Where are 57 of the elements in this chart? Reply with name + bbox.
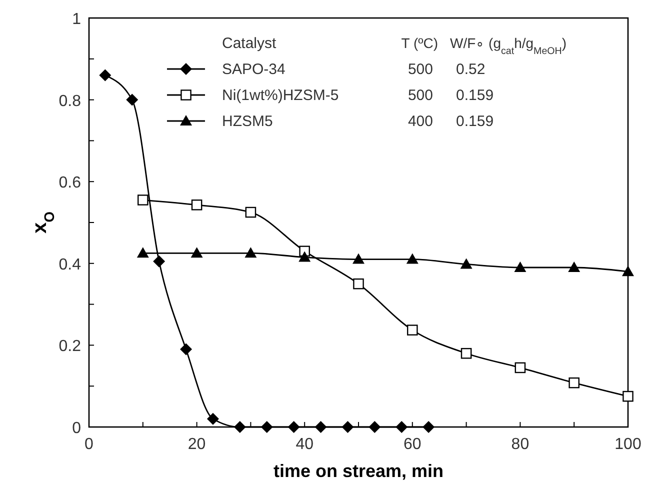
legend-title: Catalyst bbox=[222, 35, 278, 52]
point bbox=[514, 362, 526, 374]
y-tick-label: 1 bbox=[72, 11, 82, 28]
point bbox=[244, 247, 257, 258]
point bbox=[138, 194, 148, 206]
point bbox=[99, 69, 112, 82]
point bbox=[190, 247, 203, 258]
y-tick-label: 0.4 bbox=[58, 256, 82, 274]
point bbox=[568, 261, 580, 272]
point bbox=[206, 412, 219, 425]
x-tick-label: 100 bbox=[614, 436, 642, 453]
point bbox=[460, 258, 472, 269]
point bbox=[234, 421, 246, 433]
y-tick-label: 0 bbox=[72, 420, 82, 437]
annotation: 500 bbox=[408, 87, 433, 104]
annotation: T (ºC) bbox=[401, 35, 438, 51]
point bbox=[314, 421, 327, 433]
point bbox=[352, 253, 364, 264]
point bbox=[460, 348, 472, 359]
point bbox=[368, 421, 381, 433]
legend-label: HZSM5 bbox=[222, 113, 273, 130]
legend-label: SAPO-34 bbox=[222, 61, 286, 78]
y-tick-label: 0.8 bbox=[58, 92, 82, 110]
point bbox=[406, 253, 418, 264]
point bbox=[191, 200, 202, 210]
annotation: 400 bbox=[408, 113, 433, 130]
annotation: W/F∘ (g$_{cat}$h/g$_{MeOH}$) bbox=[450, 35, 567, 56]
point bbox=[568, 377, 580, 388]
annotation: 0.159 bbox=[456, 87, 494, 104]
point bbox=[342, 421, 354, 433]
point bbox=[260, 421, 273, 433]
annotation: 500 bbox=[408, 61, 433, 78]
point bbox=[622, 266, 634, 276]
annotation: 0.159 bbox=[456, 113, 494, 130]
x-tick-label: 80 bbox=[511, 436, 530, 453]
point bbox=[514, 261, 526, 272]
y-tick-label: 0.6 bbox=[58, 174, 82, 192]
point bbox=[298, 251, 311, 262]
point bbox=[126, 94, 138, 106]
legend-label: Ni(1wt%)HZSM-5 bbox=[222, 87, 339, 104]
x-axis-title: time on stream, min bbox=[273, 461, 444, 481]
point bbox=[407, 324, 418, 336]
point bbox=[153, 255, 166, 268]
x-tick-label: 40 bbox=[296, 436, 314, 453]
y-tick-label: 0.2 bbox=[58, 338, 82, 356]
point bbox=[245, 206, 256, 218]
point bbox=[422, 421, 435, 433]
annotation: 0.52 bbox=[456, 61, 486, 78]
point bbox=[622, 390, 634, 402]
point bbox=[396, 421, 408, 433]
point bbox=[180, 343, 192, 356]
point bbox=[136, 247, 149, 258]
x-tick-label: 0 bbox=[84, 436, 94, 453]
point bbox=[288, 421, 300, 433]
point bbox=[353, 278, 364, 290]
x-tick-label: 20 bbox=[188, 436, 206, 453]
x-tick-label: 60 bbox=[404, 436, 422, 453]
